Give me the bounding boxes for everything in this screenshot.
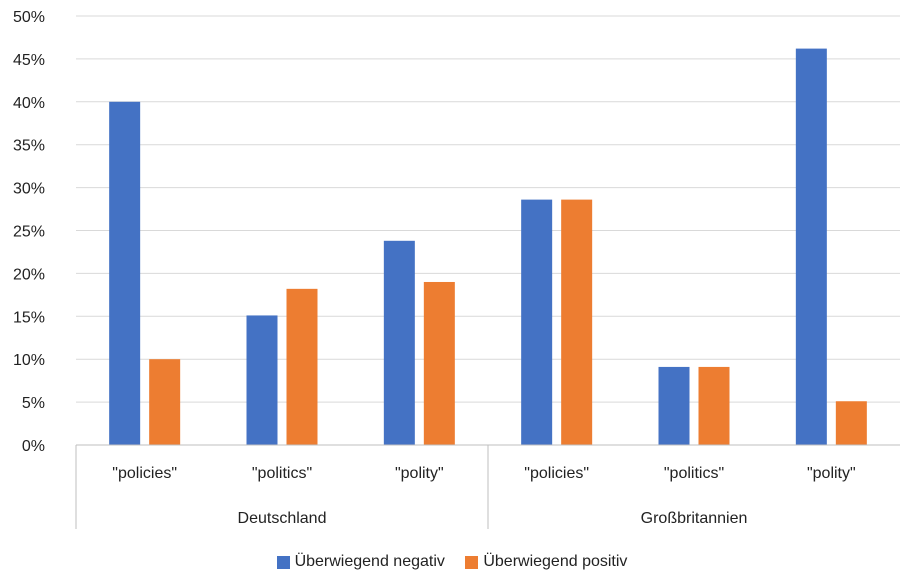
x-category-label: "polity" [395, 465, 444, 482]
bar-negativ [795, 48, 827, 445]
x-category-label: "politics" [252, 465, 312, 482]
y-tick-label: 20% [13, 266, 45, 283]
legend-swatch-positiv [465, 555, 479, 569]
bar-negativ [383, 240, 415, 445]
bar-positiv [698, 366, 730, 445]
bar-negativ [109, 101, 141, 446]
x-category-label: "policies" [112, 465, 177, 482]
bar-negativ [521, 199, 553, 445]
bar-positiv [149, 359, 181, 445]
bar-negativ [658, 366, 690, 445]
legend: Überwiegend negativ Überwiegend positiv [0, 553, 904, 574]
y-tick-label: 10% [13, 352, 45, 369]
y-tick-label: 25% [13, 224, 45, 241]
bar-positiv [561, 199, 593, 445]
y-tick-label: 45% [13, 52, 45, 69]
legend-label-positiv: Überwiegend positiv [483, 553, 628, 570]
x-category-label: "policies" [524, 465, 589, 482]
bar-chart: 0% 5% 10% 15% 20% 25% 30% 35% 40% 45% 50% "policie… [13, 9, 900, 529]
bar-negativ [246, 315, 278, 445]
x-group-label: Deutschland [238, 510, 327, 527]
y-tick-label: 50% [13, 9, 45, 26]
y-tick-label: 0% [22, 438, 45, 455]
y-axis-ticks: 0% 5% 10% 15% 20% 25% 30% 35% 40% 45% 50% [13, 9, 45, 455]
x-group-label: Großbritannien [641, 510, 748, 527]
legend-label-negativ: Überwiegend negativ [294, 553, 445, 570]
legend-item-negativ: Überwiegend negativ [276, 553, 445, 571]
legend-item-positiv: Überwiegend positiv [465, 553, 627, 571]
bar-positiv [423, 281, 455, 445]
y-tick-label: 35% [13, 138, 45, 155]
y-tick-label: 40% [13, 95, 45, 112]
bar-positiv [286, 288, 318, 445]
gridlines [76, 15, 900, 446]
x-category-label: "polity" [807, 465, 856, 482]
y-tick-label: 15% [13, 309, 45, 326]
legend-swatch-negativ [276, 555, 290, 569]
x-axis: "policies" "politics" "polity" Deutschland "… [75, 444, 900, 529]
x-category-label: "politics" [664, 465, 724, 482]
bars [109, 48, 867, 446]
y-tick-label: 30% [13, 181, 45, 198]
y-tick-label: 5% [22, 395, 45, 412]
bar-positiv [835, 401, 867, 445]
